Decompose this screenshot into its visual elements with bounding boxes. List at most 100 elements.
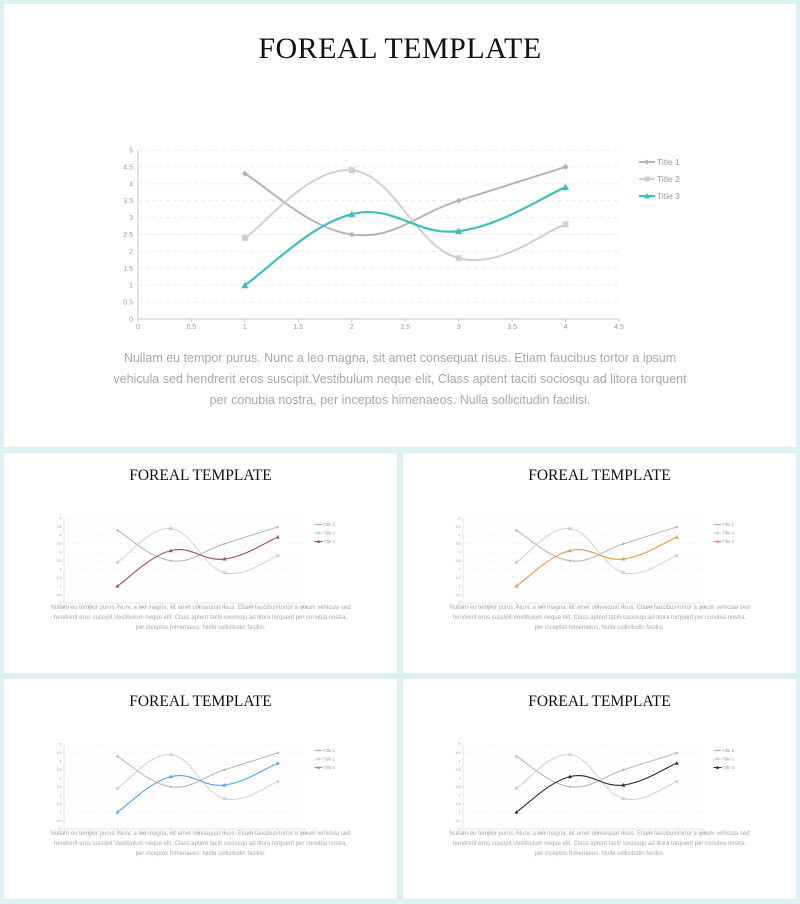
legend-label: Title 3	[324, 765, 336, 770]
x-tick-label: 3.5	[648, 605, 653, 609]
x-tick-label: 4	[564, 324, 568, 331]
slide-title: FOREAL TEMPLATE	[528, 467, 671, 484]
x-tick-label: 0	[462, 605, 464, 609]
y-tick-label: 4	[60, 760, 62, 764]
x-tick-label: 4.5	[302, 831, 307, 835]
y-tick-label: 1.5	[456, 802, 461, 806]
line-chart: 0 0.5 1 1.5 2 2.5 3 3.5 4 4.5 5 0 0.5 1 1.5 2 2.5 3 3.5 4 4.…	[57, 743, 336, 835]
slide-dark[interactable]: FOREAL TEMPLATE 0 0.5 1 1.5 2 2.5 3 3.5 4 4.5 5 0 0.…	[403, 679, 796, 899]
y-tick-label: 5	[60, 517, 62, 521]
legend-label: Title 1	[657, 157, 680, 167]
series-line	[117, 762, 278, 813]
y-tick-label: 4.5	[456, 525, 461, 529]
series-line	[244, 169, 566, 261]
x-tick-label: 1	[116, 605, 118, 609]
x-tick-label: 2.5	[400, 324, 410, 331]
data-point	[674, 761, 679, 765]
slide-main[interactable]: FOREAL TEMPLATE 0 0.5 1 1.5 2 2.5 3 3.5 4 4.5 5 0 0.…	[4, 4, 796, 447]
legend-marker	[317, 749, 320, 752]
data-point	[621, 542, 625, 546]
x-tick-label: 0	[136, 324, 140, 331]
x-tick-label: 0.5	[487, 831, 492, 835]
x-tick-label: 1.5	[142, 831, 147, 835]
data-point	[169, 785, 173, 789]
y-tick-label: 4.5	[57, 525, 62, 529]
y-tick-label: 3.5	[57, 542, 62, 546]
data-point	[169, 527, 173, 531]
x-tick-label: 3.5	[249, 605, 254, 609]
x-tick-label: 4	[676, 831, 678, 835]
data-point	[169, 753, 173, 757]
slide-body-text: Nullam eu tempor purus. Nunc a leo magna…	[449, 831, 750, 857]
data-point	[168, 548, 173, 553]
x-tick-label: 4.5	[302, 605, 307, 609]
y-tick-label: 3	[60, 551, 62, 555]
x-tick-label: 4.5	[701, 831, 706, 835]
slide-title: FOREAL TEMPLATE	[528, 693, 671, 710]
slide-orange[interactable]: FOREAL TEMPLATE 0 0.5 1 1.5 2 2.5 3 3.5 4 4.5 5 0 0.…	[403, 453, 796, 673]
slide-blue[interactable]: FOREAL TEMPLATE 0 0.5 1 1.5 2 2.5 3 3.5 4 4.5 5 0 0.…	[4, 679, 397, 899]
slide-body-text: Nullam eu tempor purus. Nunc a leo magna…	[50, 831, 351, 857]
y-tick-label: 0.5	[456, 819, 461, 823]
x-tick-label: 4.5	[614, 324, 624, 331]
y-tick-label: 4	[459, 760, 461, 764]
line-chart: 0 0.5 1 1.5 2 2.5 3 3.5 4 4.5 5 0 0.5 1 1.5 2 2.5 3 3.5 4 4.…	[57, 517, 336, 609]
series-line	[516, 752, 677, 788]
series-line	[117, 526, 278, 562]
y-tick-label: 3	[459, 551, 461, 555]
legend-label: Title 3	[324, 539, 336, 544]
slide-title: FOREAL TEMPLATE	[129, 693, 272, 710]
slide-pink[interactable]: FOREAL TEMPLATE 0 0.5 1 1.5 2 2.5 3 3.5 4 4.5 5 0 0.…	[4, 453, 397, 673]
data-point	[568, 785, 572, 789]
x-tick-label: 0	[462, 831, 464, 835]
x-tick-label: 2.5	[195, 605, 200, 609]
line-chart: 0 0.5 1 1.5 2 2.5 3 3.5 4 4.5 5 0 0.5 1 1.5 2 2.5 3 3.5 4 4.…	[456, 743, 735, 835]
slide-title: FOREAL TEMPLATE	[129, 467, 272, 484]
data-point	[675, 525, 679, 529]
data-point	[241, 281, 249, 289]
legend-label: Title 2	[324, 757, 336, 762]
y-tick-label: 1.5	[123, 266, 133, 273]
legend-label: Title 3	[723, 765, 735, 770]
slide-title: FOREAL TEMPLATE	[258, 32, 542, 65]
series-line	[117, 528, 278, 575]
series-line	[244, 186, 566, 287]
y-tick-label: 1	[459, 584, 461, 588]
legend-marker	[316, 765, 321, 769]
x-tick-label: 1.5	[541, 605, 546, 609]
x-tick-label: 4	[277, 831, 279, 835]
x-tick-label: 4	[277, 605, 279, 609]
legend-marker	[715, 765, 720, 769]
y-tick-label: 1	[60, 810, 62, 814]
y-tick-label: 5	[459, 517, 461, 521]
x-tick-label: 2	[170, 605, 172, 609]
legend-label: Title 1	[723, 522, 735, 527]
series-line	[516, 536, 677, 587]
x-tick-label: 3.5	[249, 831, 254, 835]
y-tick-label: 2	[60, 567, 62, 571]
data-point	[567, 774, 572, 779]
legend-label: Title 2	[723, 757, 735, 762]
data-point	[348, 167, 355, 174]
legend-marker	[317, 531, 320, 535]
y-tick-label: 1	[459, 810, 461, 814]
series-line	[516, 526, 677, 562]
data-point	[568, 527, 572, 531]
data-point	[675, 751, 679, 755]
y-tick-label: 5	[60, 743, 62, 747]
data-point	[568, 559, 572, 563]
x-tick-label: 3.5	[507, 324, 517, 331]
x-tick-label: 1	[515, 605, 517, 609]
data-point	[222, 557, 227, 561]
data-point	[222, 768, 226, 772]
legend-label: Title 1	[324, 522, 336, 527]
data-point	[514, 584, 519, 588]
data-point	[168, 774, 173, 779]
y-tick-label: 3	[459, 777, 461, 781]
legend-label: Title 2	[657, 174, 680, 184]
y-tick-label: 3.5	[57, 768, 62, 772]
data-point	[621, 797, 625, 801]
x-tick-label: 1	[243, 324, 247, 331]
series-line	[516, 762, 677, 813]
data-point	[675, 780, 679, 784]
